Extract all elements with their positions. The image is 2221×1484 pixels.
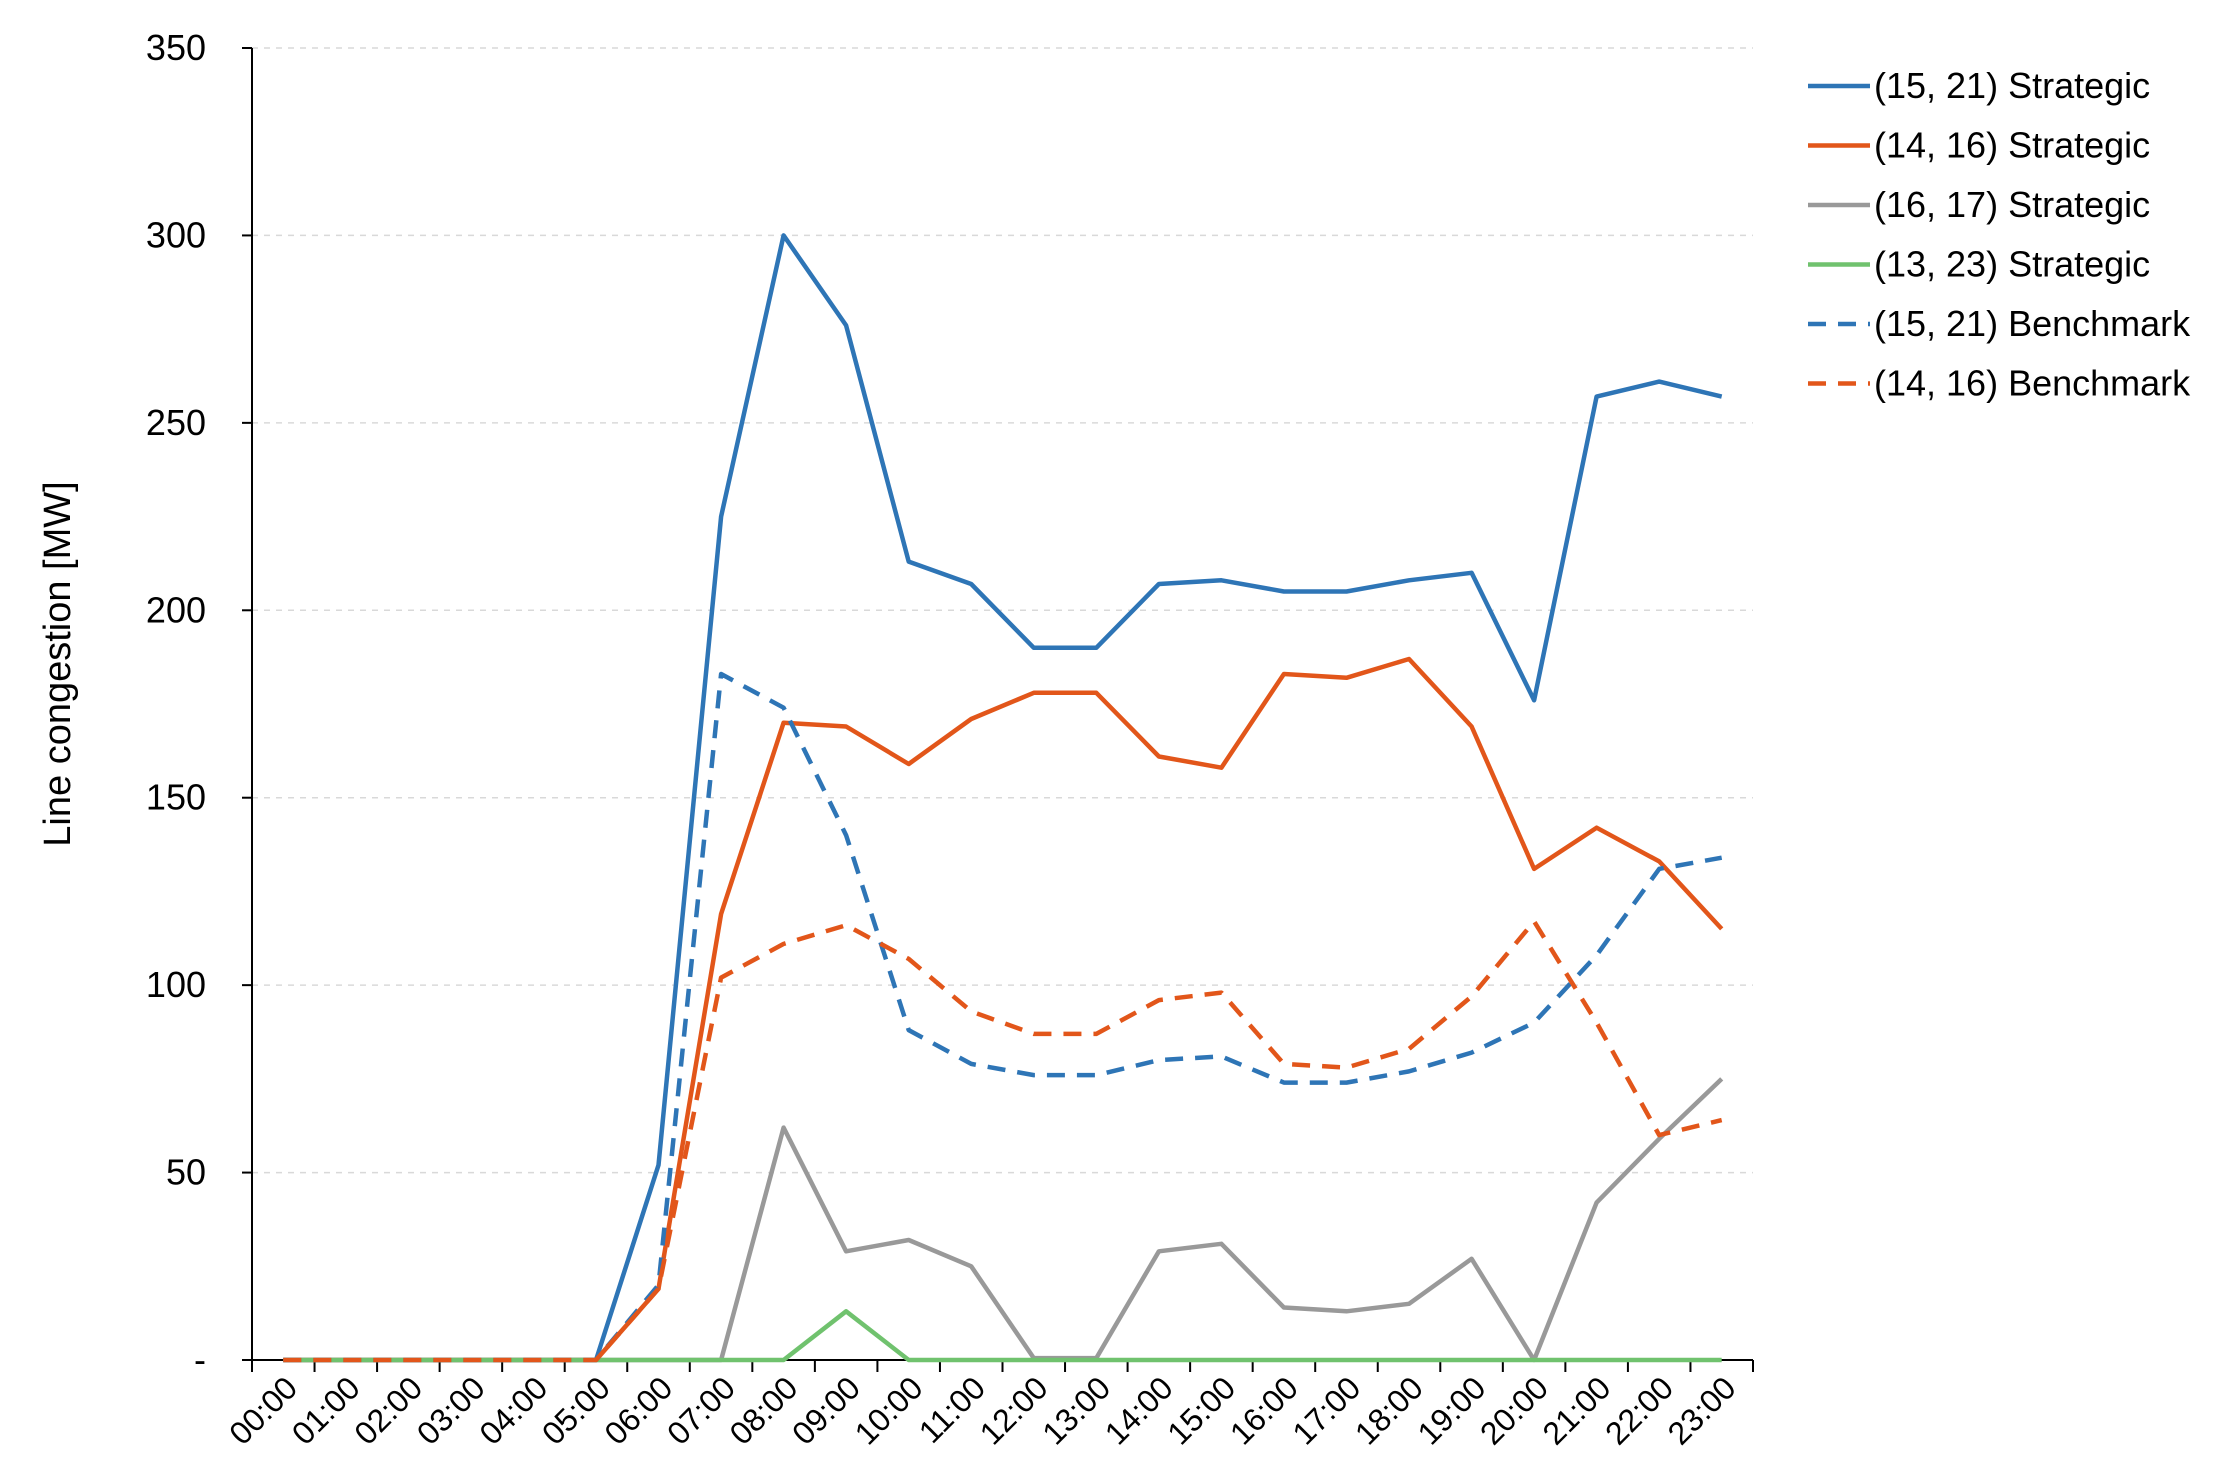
x-tick-label: 15:00 bbox=[1160, 1369, 1242, 1451]
x-tick-label: 10:00 bbox=[848, 1369, 930, 1451]
x-tick-labels: 00:0001:0002:0003:0004:0005:0006:0007:00… bbox=[222, 1369, 1743, 1451]
x-tick-label: 12:00 bbox=[973, 1369, 1055, 1451]
x-tick-label: 19:00 bbox=[1410, 1369, 1492, 1451]
series-line bbox=[283, 919, 1723, 1363]
y-tick-label: 350 bbox=[146, 27, 206, 68]
y-axis-title: Line congestion [MW] bbox=[37, 481, 79, 846]
x-tick-label: 21:00 bbox=[1536, 1369, 1618, 1451]
series-line bbox=[283, 1309, 1722, 1363]
x-tick-label: 05:00 bbox=[535, 1369, 617, 1451]
x-tick-label: 07:00 bbox=[660, 1369, 742, 1451]
legend-label: (16, 17) Strategic bbox=[1874, 184, 2150, 225]
series-line bbox=[283, 656, 1724, 1363]
y-tick-label: 250 bbox=[146, 402, 206, 443]
x-tick-label: 03:00 bbox=[410, 1369, 492, 1451]
legend-label: (15, 21) Benchmark bbox=[1874, 303, 2191, 344]
legend-label: (15, 21) Strategic bbox=[1874, 65, 2150, 106]
x-tick-label: 23:00 bbox=[1661, 1369, 1743, 1451]
legend-label: (14, 16) Benchmark bbox=[1874, 363, 2191, 404]
legend-label: (14, 16) Strategic bbox=[1874, 125, 2150, 166]
y-tick-label: 150 bbox=[146, 777, 206, 818]
x-tick-label: 20:00 bbox=[1473, 1369, 1555, 1451]
y-tick-labels: - 50 100 150 200 250 300 350 bbox=[146, 27, 206, 1380]
x-tick-label: 17:00 bbox=[1285, 1369, 1367, 1451]
x-tick-label: 13:00 bbox=[1035, 1369, 1117, 1451]
y-tick-label: - bbox=[194, 1339, 206, 1380]
y-tick-label: 300 bbox=[146, 214, 206, 255]
x-tick-label: 06:00 bbox=[597, 1369, 679, 1451]
x-tick-label: 02:00 bbox=[347, 1369, 429, 1451]
x-tick-label: 14:00 bbox=[1098, 1369, 1180, 1451]
legend: (15, 21) Strategic (14, 16) Strategic (16,… bbox=[1808, 65, 2191, 404]
series-line bbox=[283, 671, 1723, 1363]
grid-lines bbox=[252, 47, 1753, 1174]
y-tick-label: 100 bbox=[146, 964, 206, 1005]
legend-label: (13, 23) Strategic bbox=[1874, 244, 2150, 285]
x-tick-label: 04:00 bbox=[472, 1369, 554, 1451]
series-line bbox=[283, 1077, 1724, 1363]
x-tick-label: 16:00 bbox=[1223, 1369, 1305, 1451]
x-tick-label: 11:00 bbox=[912, 1369, 992, 1449]
x-tick-label: 22:00 bbox=[1598, 1369, 1680, 1451]
y-tick-label: 200 bbox=[146, 589, 206, 630]
x-tick-label: 00:00 bbox=[222, 1369, 304, 1451]
x-tick-label: 01:00 bbox=[285, 1369, 367, 1451]
x-tick-label: 09:00 bbox=[785, 1369, 867, 1451]
x-tick-label: 08:00 bbox=[722, 1369, 804, 1451]
series-lines bbox=[283, 233, 1724, 1363]
y-tick-label: 50 bbox=[166, 1152, 206, 1193]
x-tick-label: 18:00 bbox=[1348, 1369, 1430, 1451]
